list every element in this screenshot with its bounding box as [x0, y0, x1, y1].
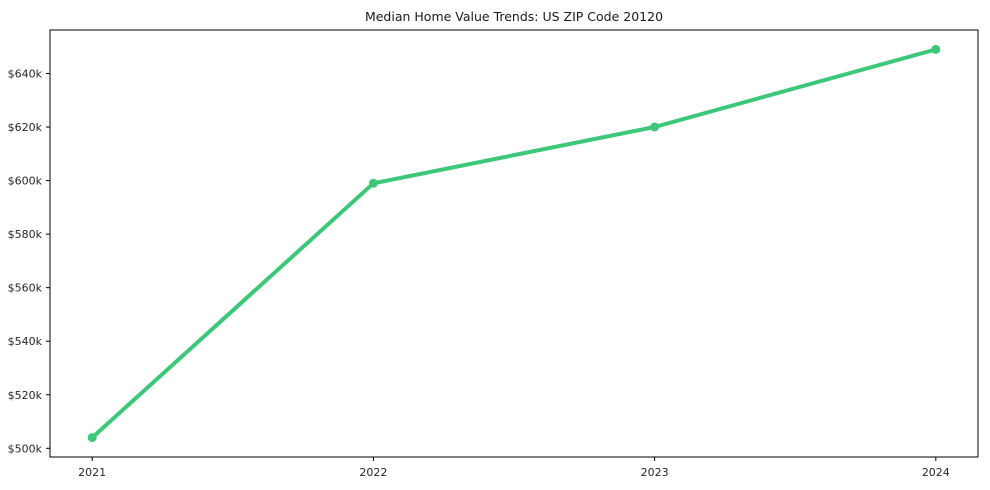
y-tick-label: $640k — [8, 68, 43, 81]
data-point-marker — [931, 44, 941, 54]
chart-title: Median Home Value Trends: US ZIP Code 20… — [365, 9, 663, 24]
y-tick-label: $540k — [8, 335, 43, 348]
axis-ticks: $500k $520k $540k $560k $580k $600k $620k $640k… — [8, 68, 950, 479]
x-tick-label: 2023 — [641, 466, 669, 479]
data-point-marker — [368, 178, 378, 188]
data-point-marker — [650, 122, 660, 132]
data-point-marker — [87, 433, 97, 443]
y-tick-label: $620k — [8, 121, 43, 134]
data-series — [87, 44, 941, 443]
y-tick-label: $560k — [8, 282, 43, 295]
series-line — [90, 47, 938, 440]
x-tick-label: 2022 — [359, 466, 387, 479]
y-tick-label: $600k — [8, 175, 43, 188]
x-tick-label: 2021 — [78, 466, 106, 479]
y-tick-label: $500k — [8, 442, 43, 455]
y-tick-label: $520k — [8, 389, 43, 402]
plot-border — [49, 29, 979, 458]
y-tick-label: $580k — [8, 228, 43, 241]
plot-frame — [49, 29, 979, 458]
x-tick-label: 2024 — [922, 466, 950, 479]
